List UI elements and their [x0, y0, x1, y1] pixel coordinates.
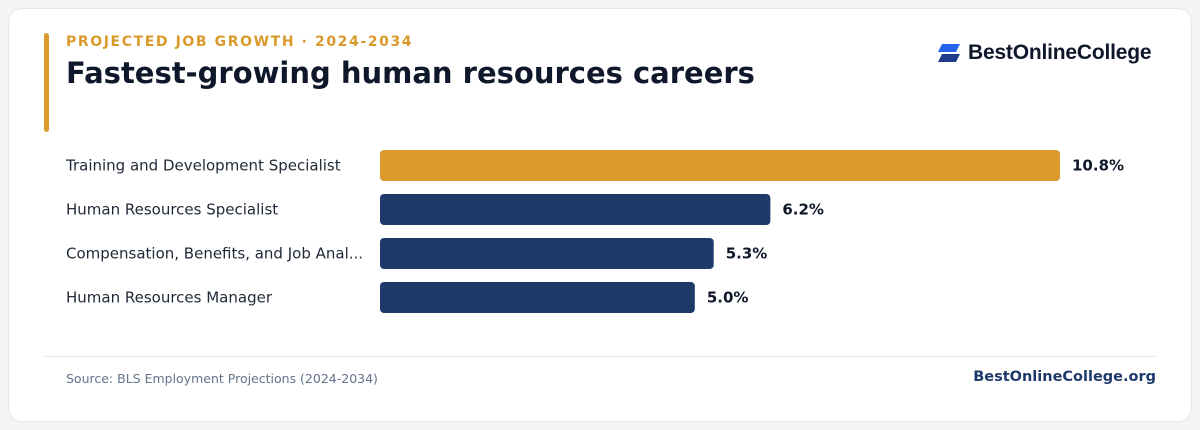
bar[interactable] [380, 238, 714, 269]
value-label: 6.2% [782, 201, 824, 219]
category-label: Compensation, Benefits, and Job Anal... [66, 245, 363, 263]
chart-eyebrow: PROJECTED JOB GROWTH · 2024-2034 [66, 34, 414, 50]
value-label: 5.3% [726, 245, 768, 263]
category-label: Human Resources Manager [66, 289, 273, 307]
bar[interactable] [380, 150, 1060, 181]
header-accent-bar [44, 33, 49, 132]
footer-divider [44, 356, 1156, 357]
stacked-parallelogram-logo-icon [938, 44, 960, 62]
bar[interactable] [380, 282, 695, 313]
brand-name: BestOnlineCollege [968, 41, 1152, 64]
chart-title: Fastest-growing human resources careers [66, 56, 755, 90]
bar[interactable] [380, 194, 771, 225]
brand-logo[interactable]: BestOnlineCollege [936, 40, 1152, 66]
category-label: Human Resources Specialist [66, 201, 278, 219]
site-link[interactable]: BestOnlineCollege.org [973, 369, 1156, 385]
source-note: Source: BLS Employment Projections (2024… [66, 371, 378, 386]
value-label: 5.0% [707, 289, 749, 307]
value-label: 10.8% [1072, 157, 1124, 175]
category-label: Training and Development Specialist [65, 157, 341, 175]
